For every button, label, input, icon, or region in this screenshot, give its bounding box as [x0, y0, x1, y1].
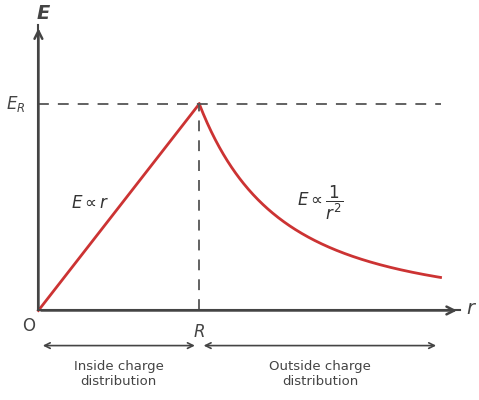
Text: E: E [36, 4, 50, 23]
Text: $E_R$: $E_R$ [6, 94, 25, 114]
Text: $E \propto \dfrac{1}{r^2}$: $E \propto \dfrac{1}{r^2}$ [297, 184, 343, 222]
Text: Outside charge
distribution: Outside charge distribution [269, 360, 371, 388]
Text: O: O [22, 317, 35, 335]
Text: Inside charge
distribution: Inside charge distribution [74, 360, 164, 388]
Text: R: R [194, 323, 205, 341]
Text: r: r [466, 299, 474, 318]
Text: $E \propto r$: $E \propto r$ [70, 194, 109, 212]
